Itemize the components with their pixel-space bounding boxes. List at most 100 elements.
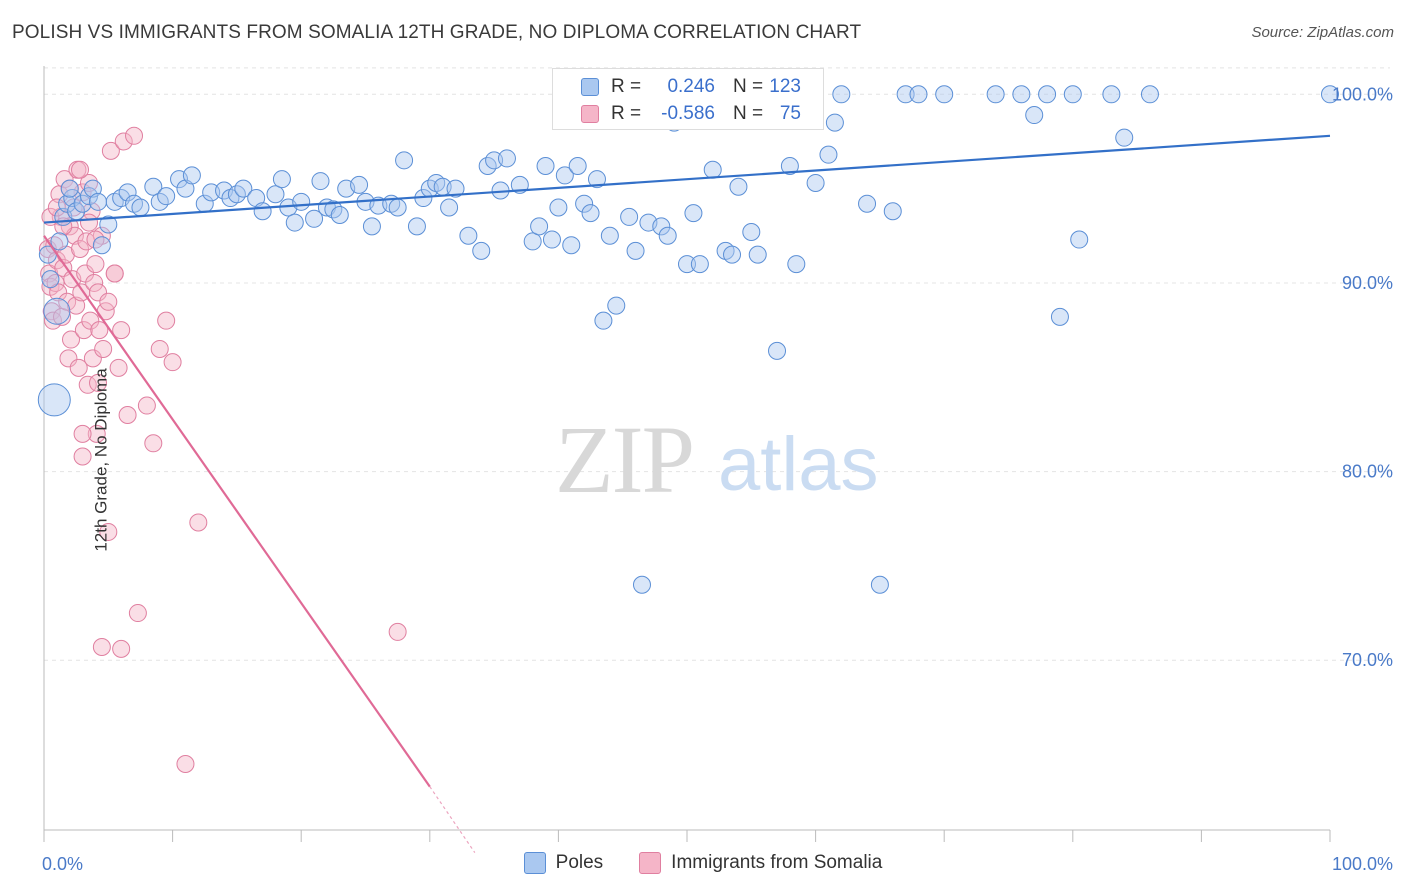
- poles-n-value: 123: [769, 76, 801, 97]
- poles-point: [690, 255, 709, 274]
- somalia-point: [109, 358, 128, 377]
- poles-point: [1070, 230, 1089, 249]
- poles-point: [986, 85, 1005, 104]
- somalia-point: [55, 170, 74, 189]
- poles-point: [247, 189, 266, 208]
- poles-point: [311, 172, 330, 191]
- somalia-point: [58, 292, 77, 311]
- poles-r-label: R =: [611, 76, 642, 97]
- somalia-point: [150, 339, 169, 358]
- somalia-point: [62, 330, 81, 349]
- poles-point: [652, 217, 671, 236]
- somalia-point: [87, 424, 106, 443]
- poles-point: [819, 145, 838, 164]
- somalia-point: [47, 251, 66, 270]
- poles-point: [50, 232, 69, 251]
- y-tick-label: 80.0%: [1342, 462, 1393, 482]
- poles-point: [272, 170, 291, 189]
- poles-point: [594, 311, 613, 330]
- somalia-point: [44, 311, 63, 330]
- poles-point: [729, 177, 748, 196]
- poles-point: [536, 156, 555, 175]
- poles-point: [388, 198, 407, 217]
- poles-point: [253, 202, 272, 221]
- somalia-point: [176, 754, 195, 773]
- somalia-point: [81, 311, 100, 330]
- poles-point: [530, 217, 549, 236]
- poles-point: [305, 209, 324, 228]
- poles-point: [144, 177, 163, 196]
- somalia-r-label: R =: [611, 103, 642, 124]
- somalia-point: [94, 339, 113, 358]
- poles-point: [92, 236, 111, 255]
- somalia-point: [112, 639, 131, 658]
- somalia-point: [137, 396, 156, 415]
- poles-point: [1050, 307, 1069, 326]
- poles-point: [768, 341, 787, 360]
- poles-point: [562, 236, 581, 255]
- poles-point: [935, 85, 954, 104]
- somalia-point: [71, 160, 90, 179]
- poles-point: [825, 113, 844, 132]
- bottom-legend: Poles Immigrants from Somalia: [0, 852, 1406, 874]
- poles-point: [37, 383, 71, 417]
- watermark-zip: ZIP: [555, 406, 693, 513]
- somalia-point: [128, 604, 147, 623]
- poles-point: [99, 215, 118, 234]
- chart-title: POLISH VS IMMIGRANTS FROM SOMALIA 12TH G…: [12, 22, 862, 43]
- poles-point: [292, 192, 311, 211]
- poles-point: [523, 232, 542, 251]
- poles-point: [1102, 85, 1121, 104]
- somalia-point: [101, 141, 120, 160]
- poles-point: [1025, 106, 1044, 125]
- somalia-point: [74, 321, 93, 340]
- poles-point: [787, 255, 806, 274]
- somalia-point: [76, 264, 95, 283]
- poles-point: [568, 156, 587, 175]
- poles-point: [60, 179, 79, 198]
- somalia-point: [89, 373, 108, 392]
- poles-point: [285, 213, 304, 232]
- watermark-atlas: atlas: [718, 422, 879, 507]
- poles-point: [1063, 85, 1082, 104]
- watermark: ZIP atlas: [555, 406, 879, 513]
- poles-point: [555, 166, 574, 185]
- y-tick-label: 100.0%: [1332, 84, 1393, 104]
- somalia-point: [73, 424, 92, 443]
- somalia-point: [86, 255, 105, 274]
- poles-point: [626, 241, 645, 260]
- poles-point: [883, 202, 902, 221]
- legend-item-poles[interactable]: Poles: [523, 852, 603, 874]
- trend-lines: [43, 134, 1331, 853]
- legend-item-somalia[interactable]: Immigrants from Somalia: [639, 852, 882, 874]
- poles-point: [459, 226, 478, 245]
- somalia-point: [69, 358, 88, 377]
- stats-legend: R = 0.246 N = 123 R = -0.586 N = 75: [552, 68, 824, 130]
- somalia-point: [73, 447, 92, 466]
- poles-swatch: [581, 78, 599, 96]
- poles-point: [472, 241, 491, 260]
- somalia-n-label: N =: [733, 103, 764, 124]
- somalia-point: [112, 321, 131, 340]
- poles-point: [620, 207, 639, 226]
- poles-point: [89, 192, 108, 211]
- poles-point: [684, 204, 703, 223]
- poles-point: [157, 187, 176, 206]
- somalia-point: [114, 132, 133, 151]
- poles-point: [1140, 85, 1159, 104]
- somalia-point: [189, 513, 208, 532]
- somalia-point: [125, 126, 144, 145]
- poles-point: [896, 85, 915, 104]
- somalia-point: [163, 353, 182, 372]
- poles-point: [703, 160, 722, 179]
- poles-point: [73, 194, 92, 213]
- poles-point: [780, 156, 799, 175]
- poles-point: [600, 226, 619, 245]
- somalia-point: [40, 264, 59, 283]
- poles-point: [182, 166, 201, 185]
- legend-swatch-poles: [523, 852, 546, 874]
- poles-point: [1012, 85, 1031, 104]
- somalia-point: [105, 264, 124, 283]
- legend-label-somalia: Immigrants from Somalia: [671, 852, 883, 873]
